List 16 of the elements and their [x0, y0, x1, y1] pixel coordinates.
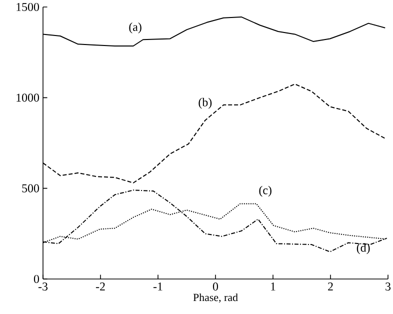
series-label: (d) [356, 243, 370, 254]
y-tick-label: 500 [22, 184, 40, 192]
y-tick-label: 1500 [16, 2, 40, 12]
x-tick-label: -2 [96, 282, 105, 290]
x-tick-label: 1 [271, 282, 276, 290]
y-tick-label: 0 [34, 274, 40, 284]
series-label: (b) [198, 98, 212, 109]
y-tick-label: 1000 [16, 94, 40, 102]
series-label: (c) [259, 186, 272, 197]
x-tick-label: -1 [153, 282, 162, 290]
x-axis-title: Phase, rad [193, 293, 238, 303]
series-label: (a) [129, 22, 142, 34]
x-tick-label: -3 [38, 282, 48, 291]
x-tick-label: 2 [328, 282, 333, 290]
x-tick-label: 0 [212, 282, 218, 291]
x-tick-label: 3 [386, 282, 391, 291]
